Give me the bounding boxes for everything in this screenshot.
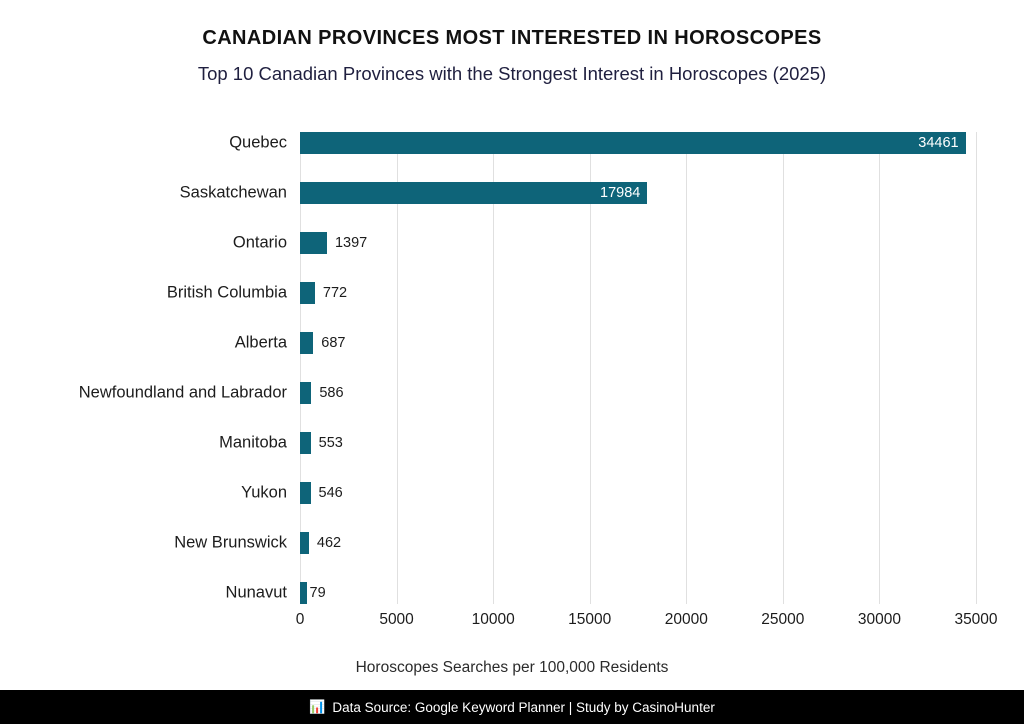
gridline [396,132,398,604]
category-label: Quebec [229,133,287,152]
gridline [589,132,591,604]
footer-bar: 📊 Data Source: Google Keyword Planner | … [0,690,1024,724]
value-label: 546 [318,485,343,501]
x-axis-label: Horoscopes Searches per 100,000 Resident… [355,659,669,676]
gridline [879,132,881,604]
bar [300,582,307,604]
x-tick-label: 0 [295,611,305,628]
chart-title: CANADIAN PROVINCES MOST INTERESTED IN HO… [202,27,822,49]
x-tick-label: 10000 [471,611,515,628]
category-label: Ontario [232,233,287,252]
value-label: 1397 [334,235,368,251]
category-label: Yukon [241,483,287,502]
bar [300,382,312,404]
category-label: British Columbia [166,283,287,302]
value-label: 462 [316,535,342,551]
gridline [300,132,301,604]
value-label: 79 [309,585,326,601]
bar [300,282,315,304]
value-label: 772 [322,285,348,301]
bar-chart-icon: 📊 [309,699,326,714]
bar [300,532,309,554]
category-label: Manitoba [219,433,287,452]
bar [300,332,314,354]
bar: 17984 [300,182,648,204]
value-label: 687 [321,335,346,351]
bar [300,232,327,254]
bar [300,432,311,454]
x-axis: 0 5000 10000 15000 20000 25000 30000 35000 [296,611,998,633]
x-tick-label: 5000 [379,611,414,628]
chart-header: CANADIAN PROVINCES MOST INTERESTED IN HO… [0,0,1024,86]
gridline [493,132,495,604]
category-label: Saskatchewan [179,183,287,202]
category-label: Alberta [234,333,287,352]
chart-subtitle: Top 10 Canadian Provinces with the Stron… [197,63,827,84]
value-label: 17984 [600,185,641,201]
x-tick-label: 35000 [954,611,998,628]
bar: 34461 [300,132,966,154]
x-tick-label: 30000 [857,611,901,628]
chart: Quebec 34461 Saskatchewan 17984 Ontario 1397 B… [79,132,977,604]
plot-area: Quebec 34461 Saskatchewan 17984 Ontario 1397 B… [79,132,977,604]
category-label: Newfoundland and Labrador [78,383,287,402]
value-label: 553 [318,435,343,451]
x-tick-label: 15000 [568,611,612,628]
category-label: New Brunswick [174,533,287,552]
category-label: Nunavut [225,583,287,602]
x-tick-label: 25000 [761,611,805,628]
gridline [782,132,784,604]
value-label: 586 [319,385,344,401]
x-tick-label: 20000 [664,611,708,628]
bar [300,482,311,504]
value-label: 34461 [918,135,959,151]
gridline [686,132,688,604]
footer-text: Data Source: Google Keyword Planner | St… [332,699,715,715]
gridline [976,132,977,604]
